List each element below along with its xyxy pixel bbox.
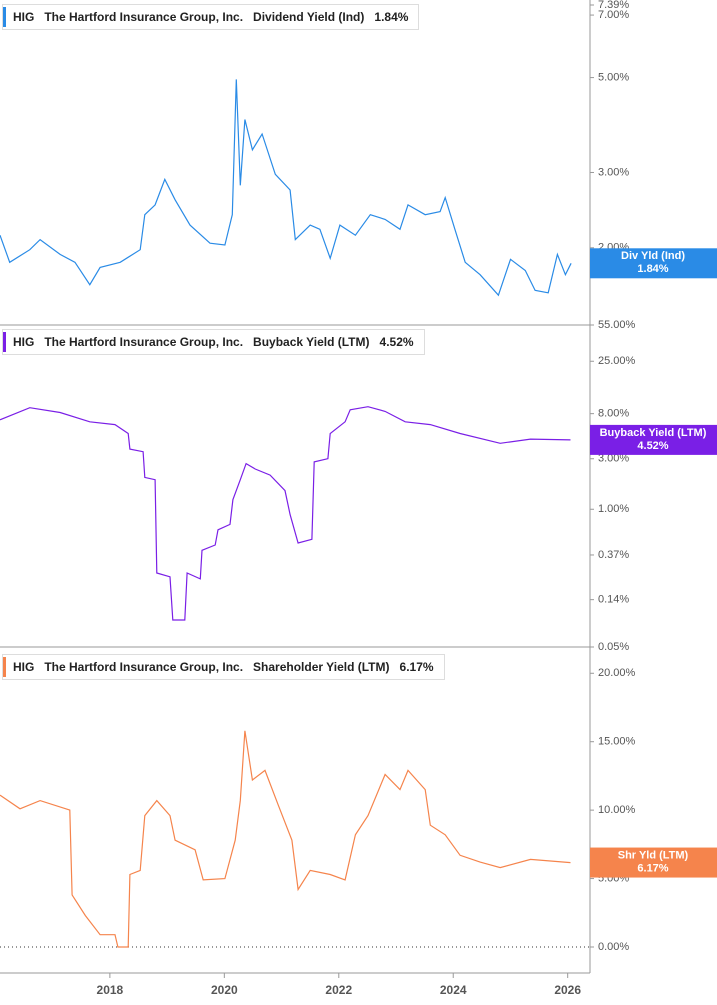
metric-value: 4.52% [379, 335, 414, 349]
series-line [0, 730, 571, 948]
y-tick-label: 0.37% [598, 549, 629, 561]
panel-header: HIG The Hartford Insurance Group, Inc. Div… [2, 4, 420, 30]
y-tick-label: 15.00% [598, 736, 636, 748]
y-tick-label: 0.00% [598, 941, 629, 953]
company-name: The Hartford Insurance Group, Inc. [44, 10, 244, 24]
ticker: HIG [13, 335, 35, 349]
panel-header: HIG The Hartford Insurance Group, Inc. Buy… [2, 329, 425, 355]
x-tick-label: 2018 [97, 983, 124, 997]
metric-value: 1.84% [374, 10, 409, 24]
y-tick-label: 25.00% [598, 355, 636, 367]
ticker: HIG [13, 10, 35, 24]
current-badge-box [590, 424, 717, 455]
x-tick-label: 2020 [211, 983, 238, 997]
company-name: The Hartford Insurance Group, Inc. [44, 335, 244, 349]
metric-name: Dividend Yield (Ind) [253, 10, 365, 24]
badge-name: Shr Yld (LTM) [618, 849, 689, 861]
y-tick-label: 7.00% [598, 9, 629, 21]
x-tick-label: 2026 [554, 983, 581, 997]
current-badge: Div Yld (Ind)1.84% [590, 248, 717, 279]
header-color-bar [3, 7, 6, 27]
metric-name: Shareholder Yield (LTM) [253, 660, 390, 674]
series-line [0, 406, 571, 621]
header-color-bar [3, 332, 6, 352]
metric-name: Buyback Yield (LTM) [253, 335, 370, 349]
current-badge: Buyback Yield (LTM)4.52% [590, 424, 717, 455]
y-tick-label: 5.00% [598, 71, 629, 83]
y-tick-label: 3.00% [598, 166, 629, 178]
y-tick-label: 1.00% [598, 503, 629, 515]
x-tick-label: 2022 [325, 983, 352, 997]
current-badge-box [590, 847, 717, 878]
y-tick-label: 7.39% [598, 0, 629, 11]
badge-value: 1.84% [637, 263, 668, 275]
badge-value: 6.17% [637, 862, 668, 874]
badge-name: Buyback Yield (LTM) [600, 427, 707, 439]
y-tick-label: 10.00% [598, 804, 636, 816]
y-tick-label: 8.00% [598, 408, 629, 420]
x-tick-label: 2024 [440, 983, 467, 997]
y-tick-label: 0.05% [598, 641, 629, 653]
y-tick-label: 0.14% [598, 594, 629, 606]
header-color-bar [3, 657, 6, 677]
y-tick-label: 20.00% [598, 667, 636, 679]
current-badge: Shr Yld (LTM)6.17% [590, 847, 717, 878]
panel-header: HIG The Hartford Insurance Group, Inc. Sha… [2, 654, 445, 680]
y-tick-label: 55.00% [598, 319, 636, 331]
badge-value: 4.52% [637, 440, 668, 452]
ticker: HIG [13, 660, 35, 674]
metric-value: 6.17% [399, 660, 434, 674]
current-badge-box [590, 248, 717, 279]
company-name: The Hartford Insurance Group, Inc. [44, 660, 244, 674]
badge-name: Div Yld (Ind) [621, 250, 685, 262]
y-tick-label: 3.00% [598, 453, 629, 465]
series-line [0, 79, 572, 297]
